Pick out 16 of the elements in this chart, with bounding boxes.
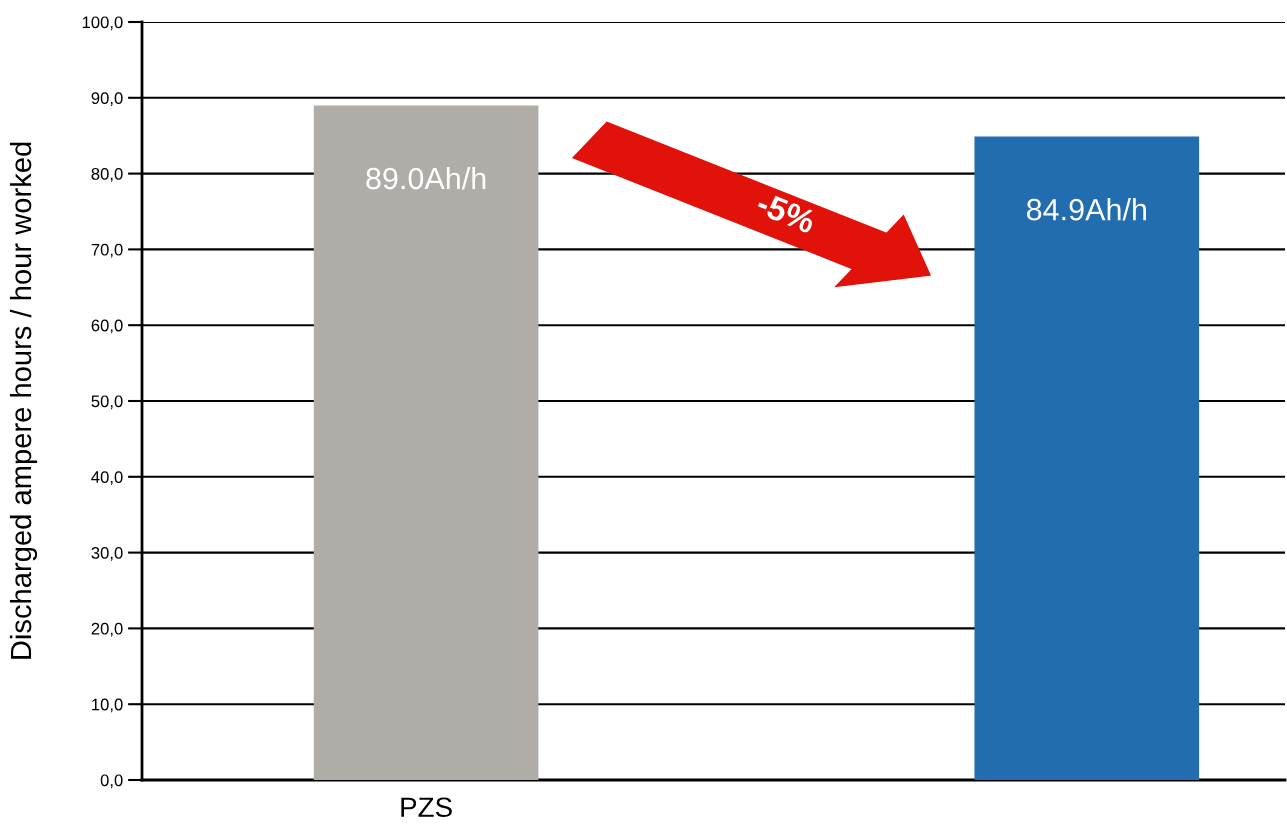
y-axis-title: Discharged ampere hours / hour worked xyxy=(9,142,38,659)
y-tick-label: 60,0 xyxy=(91,319,123,334)
y-tick-label: 30,0 xyxy=(91,547,123,561)
y-tick-label: 40,0 xyxy=(91,471,123,485)
annotation: -5% xyxy=(755,190,818,235)
y-tick-label: 10,0 xyxy=(92,698,123,713)
data-label: 84.9Ah/h xyxy=(1026,198,1146,221)
x-tick-label: PZS xyxy=(401,797,452,818)
y-tick-label: 20,0 xyxy=(91,622,123,637)
y-tick-label: 100,0 xyxy=(82,16,123,31)
y-tick-label: 90,0 xyxy=(91,92,123,106)
y-tick-label: 70,0 xyxy=(91,243,123,258)
y-tick-label: 0,0 xyxy=(100,774,123,789)
y-tick-label: 50,0 xyxy=(91,395,123,410)
y-tick-label: 80,0 xyxy=(91,168,123,182)
data-label: 89.0Ah/h xyxy=(366,166,486,190)
